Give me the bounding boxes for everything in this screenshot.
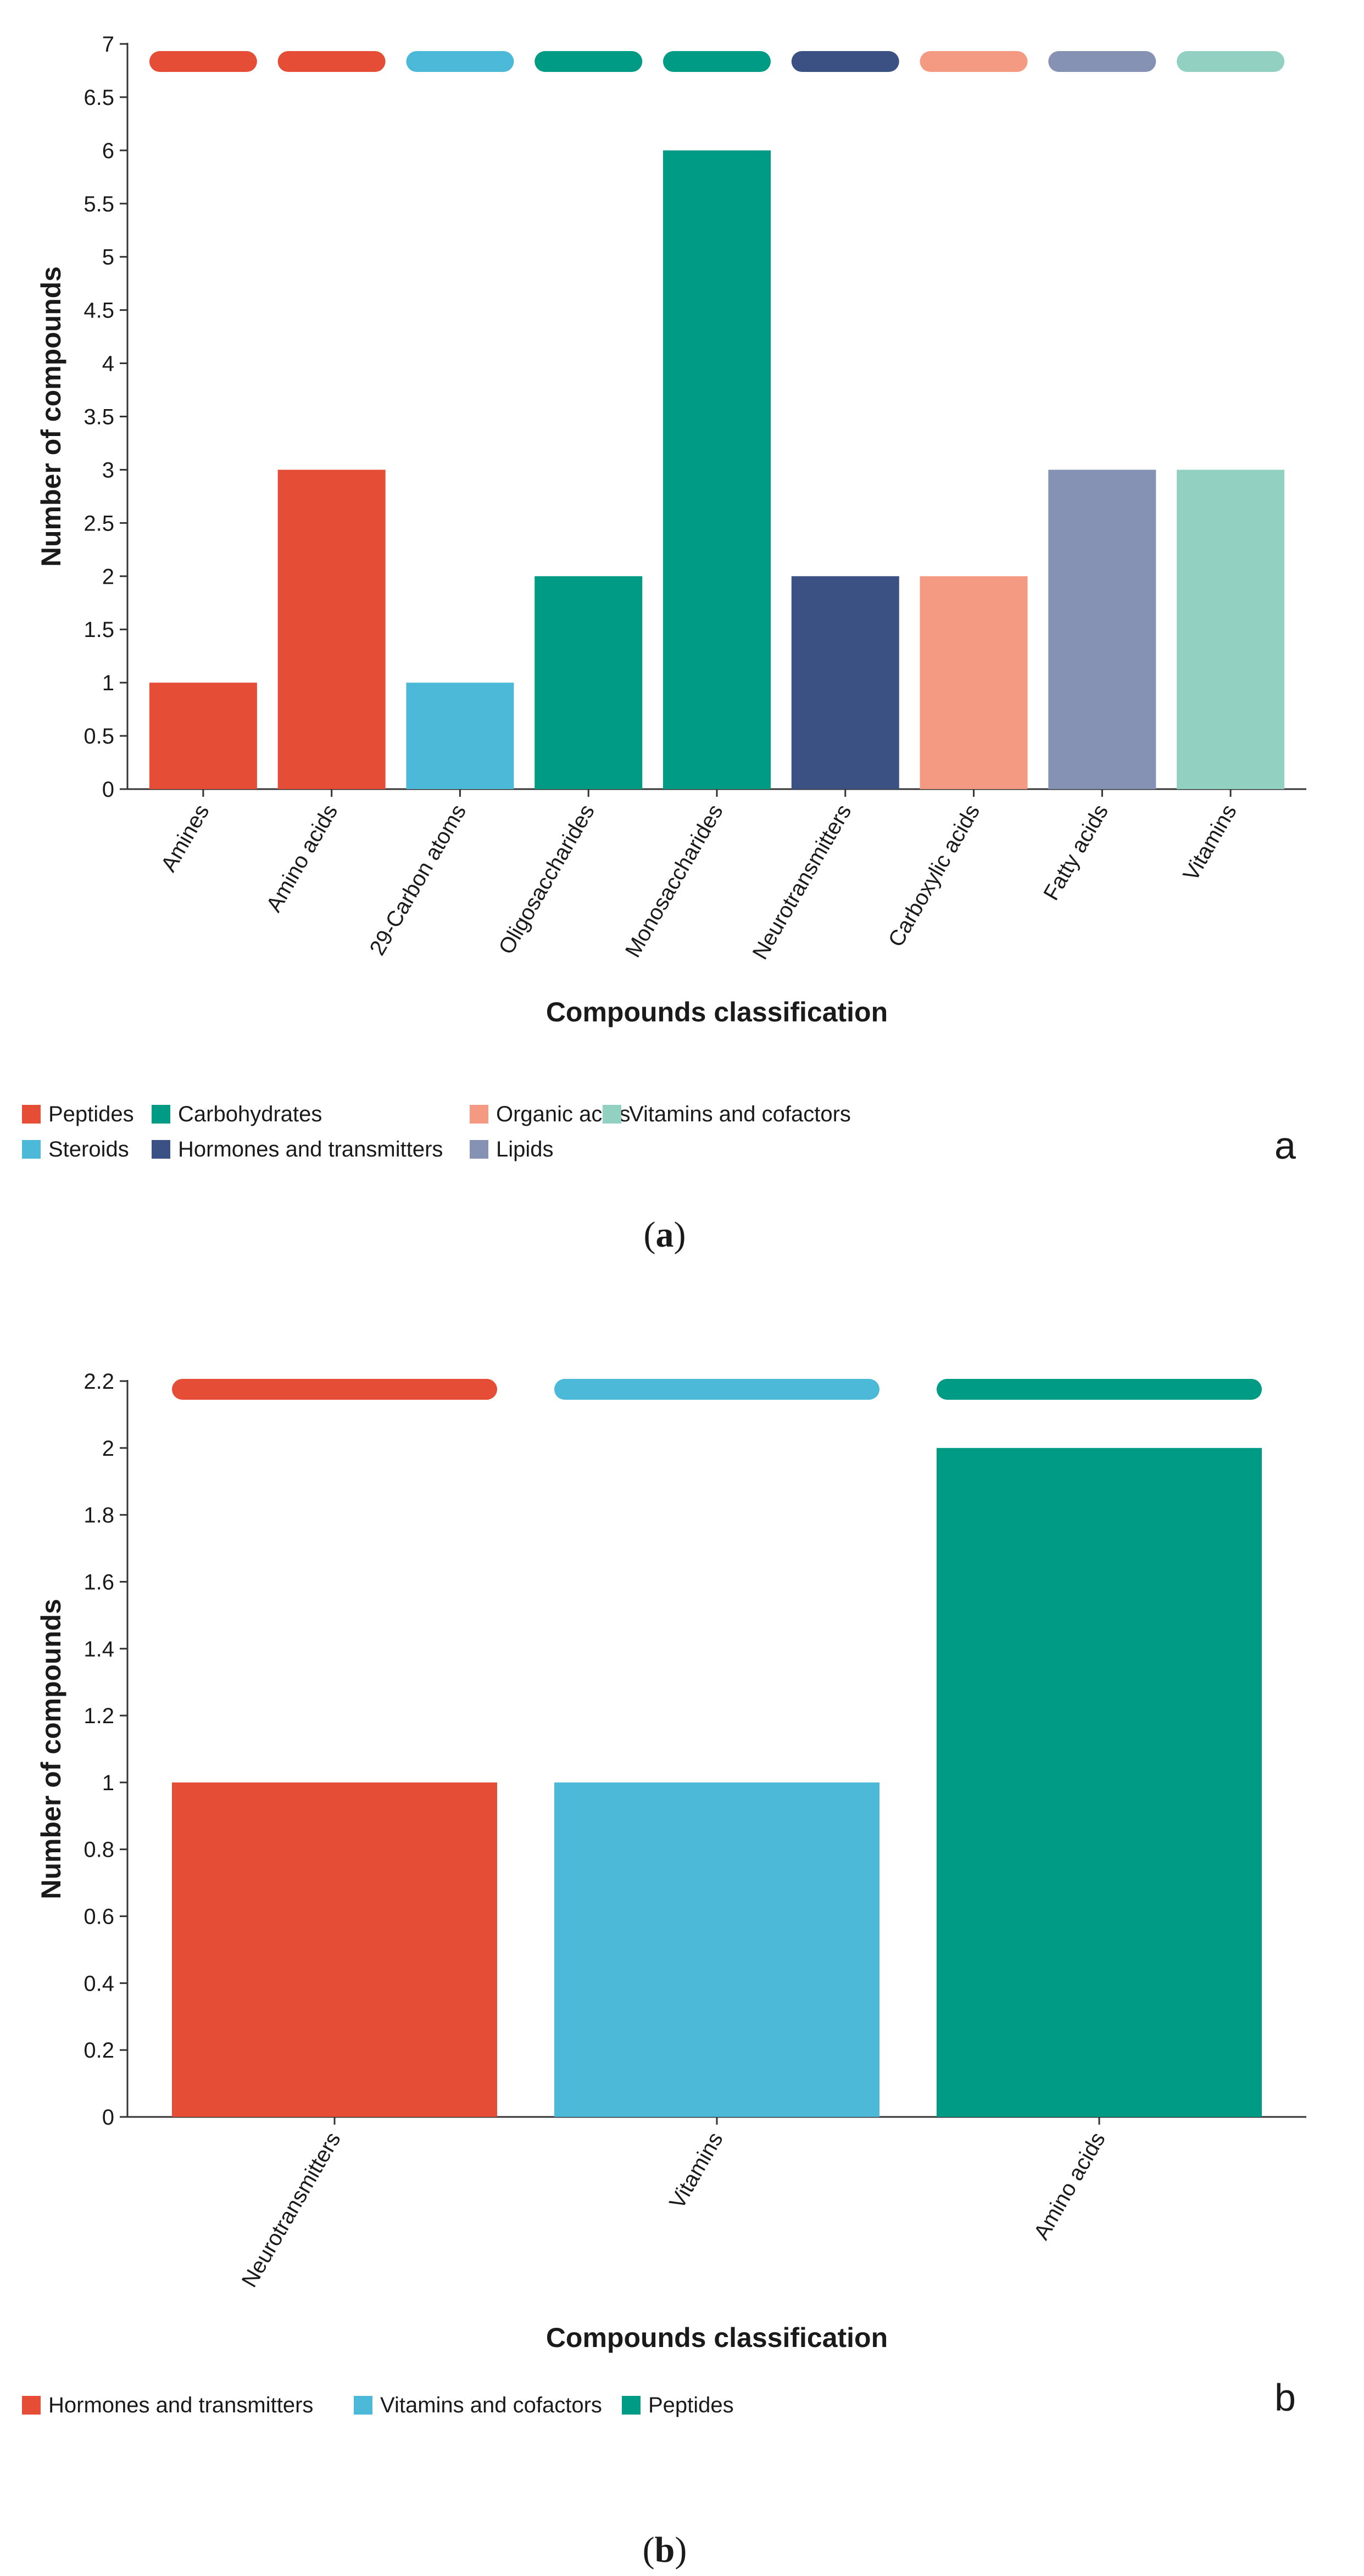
bar bbox=[535, 576, 643, 789]
panel-letter: b bbox=[1274, 2376, 1296, 2419]
bar bbox=[554, 1782, 879, 2117]
group-cap bbox=[791, 51, 899, 72]
legend-swatch bbox=[470, 1105, 488, 1124]
bar bbox=[277, 470, 386, 789]
bar bbox=[1177, 470, 1285, 789]
legend-label: Peptides bbox=[48, 1102, 134, 1126]
legend-swatch bbox=[22, 1140, 41, 1159]
y-tick-label: 4.5 bbox=[83, 299, 114, 323]
y-tick-label: 5 bbox=[102, 245, 114, 270]
bar bbox=[172, 1782, 497, 2117]
x-tick-label: Neurotransmitters bbox=[748, 801, 856, 964]
y-axis-title: Number of compounds bbox=[36, 266, 66, 567]
bar bbox=[406, 683, 514, 789]
y-tick-label: 2.2 bbox=[83, 1370, 114, 1394]
bar bbox=[920, 576, 1028, 789]
bar bbox=[663, 150, 771, 789]
y-tick-label: 1.8 bbox=[83, 1504, 114, 1528]
group-cap bbox=[663, 51, 771, 72]
group-cap bbox=[172, 1379, 497, 1400]
legend-swatch bbox=[470, 1140, 488, 1159]
legend-swatch bbox=[622, 2396, 641, 2415]
group-cap bbox=[277, 51, 386, 72]
bar bbox=[149, 683, 257, 789]
legend-label: Vitamins and cofactors bbox=[629, 1102, 851, 1126]
legend-label: Lipids bbox=[496, 1137, 554, 1161]
x-tick-label: Oligosaccharides bbox=[494, 801, 599, 959]
y-tick-label: 0.6 bbox=[83, 1905, 114, 1929]
x-tick-label: Amines bbox=[157, 801, 214, 876]
legend-label: Steroids bbox=[48, 1137, 129, 1161]
bar bbox=[791, 576, 899, 789]
legend-label: Vitamins and cofactors bbox=[380, 2393, 602, 2417]
y-tick-label: 0.2 bbox=[83, 2038, 114, 2063]
legend-swatch bbox=[22, 2396, 41, 2415]
group-cap bbox=[937, 1379, 1262, 1400]
y-tick-label: 2.5 bbox=[83, 511, 114, 535]
y-tick-label: 1.4 bbox=[83, 1637, 114, 1661]
chart-a: 0 0.5 1 1.5 2 2.5 3 3.5 4 4.5 5 5.5 6 6.5 7 Amines Amino… bbox=[22, 32, 1306, 1167]
legend-label: Hormones and transmitters bbox=[48, 2393, 313, 2417]
group-cap bbox=[406, 51, 514, 72]
x-tick-label: Amino acids bbox=[261, 801, 342, 917]
legend-swatch bbox=[603, 1105, 621, 1124]
legend-swatch bbox=[22, 1105, 41, 1124]
bar bbox=[937, 1448, 1262, 2117]
x-tick-label: Vitamins bbox=[1178, 801, 1241, 885]
group-cap bbox=[1048, 51, 1156, 72]
y-tick-label: 0.4 bbox=[83, 1971, 114, 1996]
y-tick-label: 5.5 bbox=[83, 192, 114, 216]
y-tick-label: 3.5 bbox=[83, 405, 114, 429]
legend-label: Carbohydrates bbox=[178, 1102, 322, 1126]
y-tick-label: 1 bbox=[102, 671, 114, 695]
y-tick-label: 1.6 bbox=[83, 1570, 114, 1594]
legend-swatch bbox=[152, 1105, 170, 1124]
x-tick-label: Amino acids bbox=[1029, 2128, 1110, 2244]
x-tick-label: Carboxylic acids bbox=[884, 801, 985, 951]
y-tick-label: 6.5 bbox=[83, 86, 114, 110]
y-tick-label: 3 bbox=[102, 458, 114, 482]
panel-letter: a bbox=[1274, 1124, 1296, 1167]
group-cap bbox=[1177, 51, 1285, 72]
caption-b: (b) bbox=[643, 2530, 687, 2570]
x-tick-label: Vitamins bbox=[665, 2128, 727, 2213]
y-tick-label: 7 bbox=[102, 32, 114, 57]
group-cap bbox=[149, 51, 257, 72]
group-cap bbox=[920, 51, 1028, 72]
x-tick-label: Fatty acids bbox=[1039, 801, 1113, 904]
x-tick-label: 29-Carbon atoms bbox=[365, 801, 471, 960]
y-tick-label: 0.8 bbox=[83, 1838, 114, 1862]
x-axis-title: Compounds classification bbox=[546, 997, 888, 1027]
y-axis-title: Number of compounds bbox=[36, 1599, 66, 1899]
x-tick-label: Monosaccharides bbox=[621, 801, 728, 962]
legend-label: Peptides bbox=[648, 2393, 734, 2417]
x-tick-label: Neurotransmitters bbox=[237, 2128, 346, 2292]
legend-swatch bbox=[152, 1140, 170, 1159]
legend-label: Hormones and transmitters bbox=[178, 1137, 443, 1161]
y-tick-label: 1.2 bbox=[83, 1704, 114, 1728]
y-tick-label: 0.5 bbox=[83, 724, 114, 748]
y-tick-label: 4 bbox=[102, 352, 114, 376]
y-tick-label: 1 bbox=[102, 1771, 114, 1795]
x-axis-title: Compounds classification bbox=[546, 2322, 888, 2353]
caption-a: (a) bbox=[644, 1215, 686, 1255]
y-tick-label: 0 bbox=[102, 2105, 114, 2130]
bar bbox=[1048, 470, 1156, 789]
y-tick-label: 1.5 bbox=[83, 618, 114, 642]
y-tick-label: 0 bbox=[102, 778, 114, 802]
y-tick-label: 6 bbox=[102, 139, 114, 163]
group-cap bbox=[535, 51, 643, 72]
y-tick-label: 2 bbox=[102, 1437, 114, 1461]
group-cap bbox=[554, 1379, 879, 1400]
y-tick-label: 2 bbox=[102, 565, 114, 589]
legend-swatch bbox=[354, 2396, 372, 2415]
chart-b: 0 0.2 0.4 0.6 0.8 1 1.2 1.4 1.6 1.8 2 2.2 Neurotrans… bbox=[22, 1370, 1306, 2419]
